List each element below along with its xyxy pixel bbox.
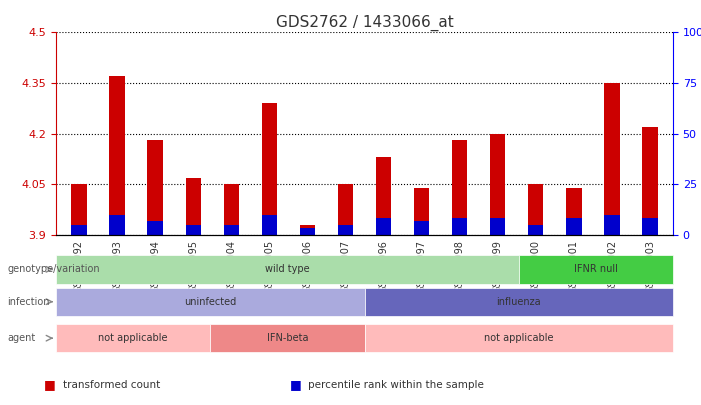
Text: IFN-beta: IFN-beta bbox=[266, 333, 308, 343]
Bar bbox=[414, 188, 429, 235]
Bar bbox=[529, 184, 543, 235]
Bar bbox=[109, 76, 125, 235]
Bar bbox=[147, 222, 163, 235]
Bar bbox=[147, 141, 163, 235]
Bar bbox=[643, 127, 658, 235]
Text: infection: infection bbox=[7, 297, 50, 307]
Bar bbox=[452, 218, 468, 235]
Bar bbox=[566, 218, 582, 235]
Bar bbox=[300, 228, 315, 235]
Bar bbox=[490, 134, 505, 235]
Bar bbox=[224, 184, 239, 235]
Text: ■: ■ bbox=[44, 378, 56, 391]
Text: not applicable: not applicable bbox=[98, 333, 168, 343]
Text: genotype/variation: genotype/variation bbox=[7, 264, 100, 274]
Text: agent: agent bbox=[7, 333, 35, 343]
Text: percentile rank within the sample: percentile rank within the sample bbox=[308, 380, 484, 390]
Text: uninfected: uninfected bbox=[184, 297, 236, 307]
Bar bbox=[261, 103, 277, 235]
Text: ■: ■ bbox=[290, 378, 301, 391]
Title: GDS2762 / 1433066_at: GDS2762 / 1433066_at bbox=[275, 15, 454, 31]
Bar bbox=[566, 188, 582, 235]
Bar bbox=[604, 83, 620, 235]
Bar bbox=[643, 218, 658, 235]
Bar bbox=[604, 215, 620, 235]
Bar bbox=[452, 141, 468, 235]
Text: transformed count: transformed count bbox=[63, 380, 161, 390]
Bar bbox=[376, 157, 391, 235]
Text: wild type: wild type bbox=[265, 264, 310, 274]
Bar bbox=[414, 222, 429, 235]
Bar bbox=[186, 177, 200, 235]
Bar bbox=[529, 225, 543, 235]
Text: IFNR null: IFNR null bbox=[574, 264, 618, 274]
Bar bbox=[72, 225, 86, 235]
Bar bbox=[224, 225, 239, 235]
Bar bbox=[300, 225, 315, 235]
Bar bbox=[186, 225, 200, 235]
Bar bbox=[338, 184, 353, 235]
Bar bbox=[109, 215, 125, 235]
Bar bbox=[338, 225, 353, 235]
Bar bbox=[376, 218, 391, 235]
Bar bbox=[490, 218, 505, 235]
Bar bbox=[72, 184, 86, 235]
Text: not applicable: not applicable bbox=[484, 333, 554, 343]
Text: influenza: influenza bbox=[496, 297, 541, 307]
Bar bbox=[261, 215, 277, 235]
